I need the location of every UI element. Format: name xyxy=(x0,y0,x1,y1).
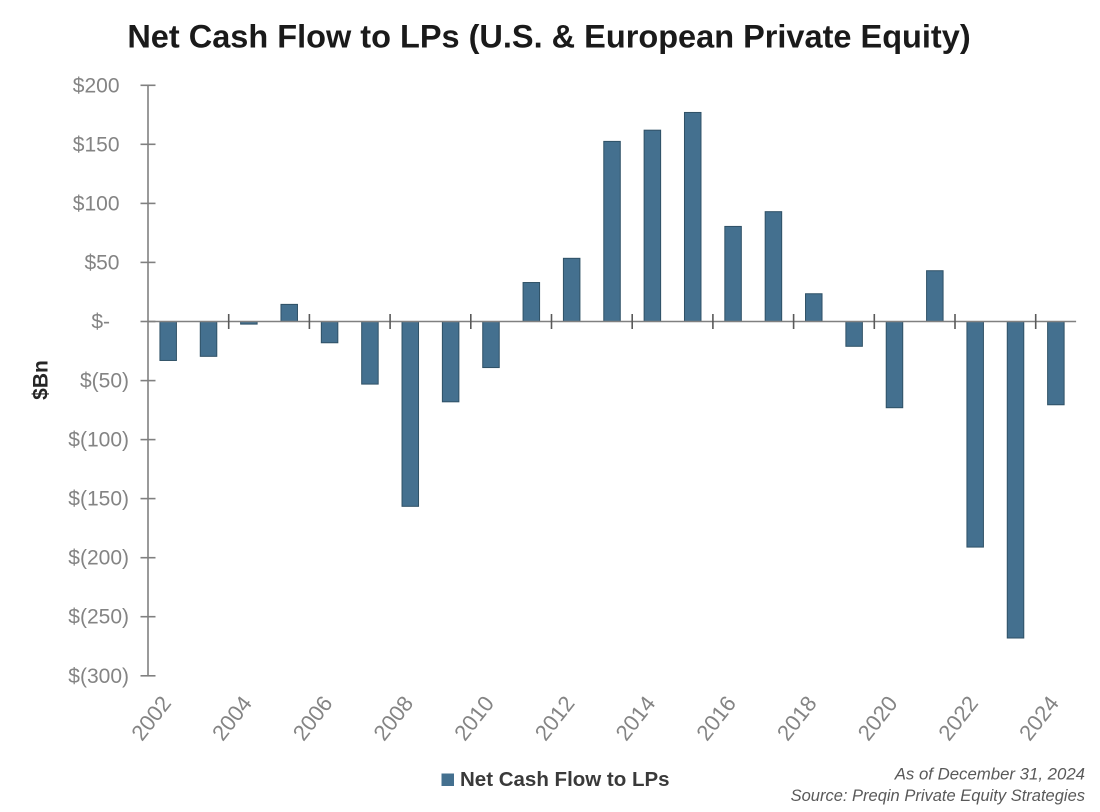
svg-text:$200: $200 xyxy=(73,74,120,97)
svg-text:$(50): $(50) xyxy=(80,370,129,393)
svg-text:$-: $- xyxy=(91,311,110,334)
svg-text:$150: $150 xyxy=(73,133,120,156)
svg-text:Source: Preqin Private Equity: Source: Preqin Private Equity Strategies xyxy=(791,787,1085,805)
svg-text:$(300): $(300) xyxy=(68,665,129,688)
svg-text:Net Cash Flow to LPs: Net Cash Flow to LPs xyxy=(460,768,670,791)
svg-text:Net Cash Flow to LPs (U.S. & E: Net Cash Flow to LPs (U.S. & European Pr… xyxy=(127,19,970,55)
svg-text:$Bn: $Bn xyxy=(29,360,52,400)
svg-text:$(200): $(200) xyxy=(68,547,129,570)
svg-text:$(250): $(250) xyxy=(68,606,129,629)
svg-text:$(100): $(100) xyxy=(68,429,129,452)
svg-text:As of December 31, 2024: As of December 31, 2024 xyxy=(894,765,1085,784)
svg-text:$100: $100 xyxy=(73,192,120,215)
svg-text:$(150): $(150) xyxy=(68,488,129,511)
svg-text:$50: $50 xyxy=(84,251,119,274)
